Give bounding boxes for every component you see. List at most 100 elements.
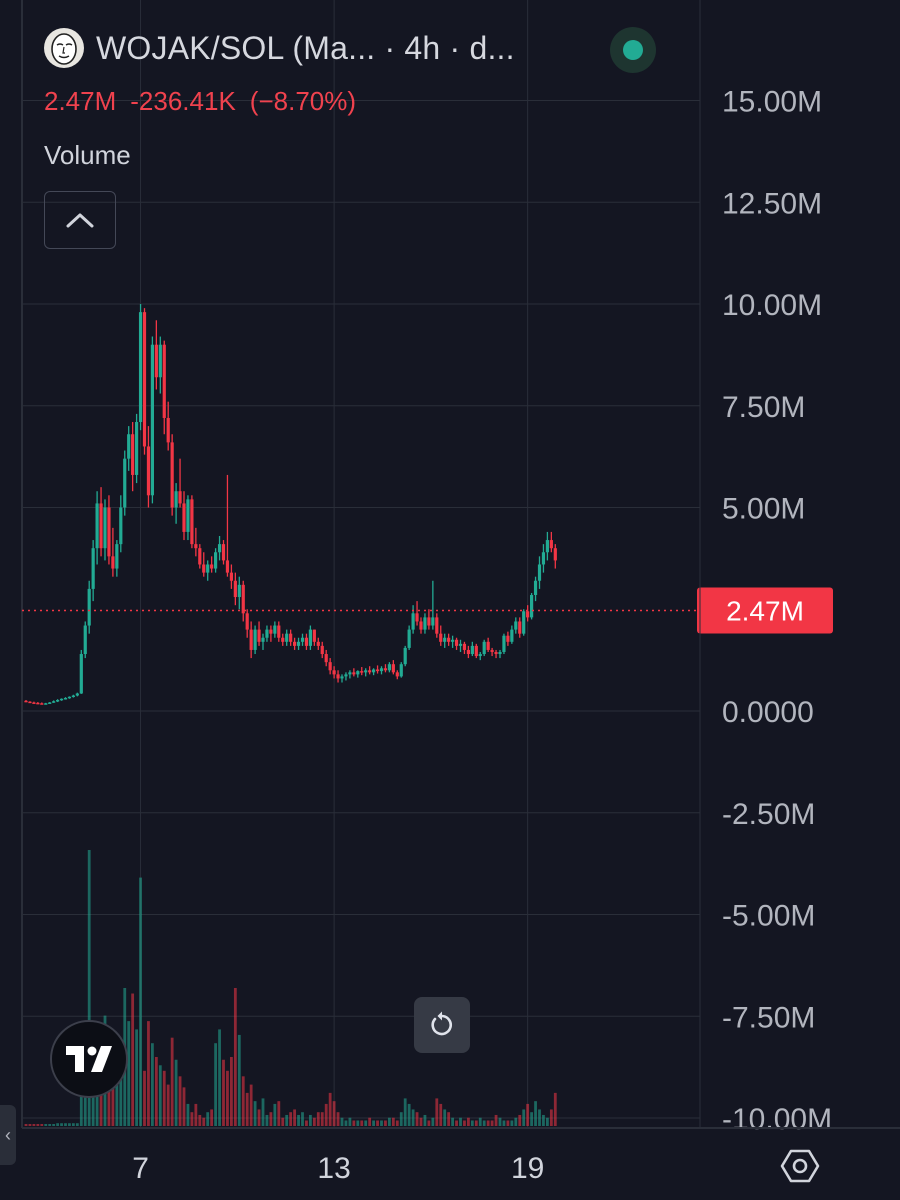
candle-body <box>383 668 388 671</box>
candle-body <box>415 613 419 622</box>
candle-body <box>324 654 328 663</box>
volume-legend: Volume <box>44 140 131 170</box>
volume-bar <box>482 1120 486 1126</box>
side-panel-toggle[interactable]: ‹ <box>0 1105 16 1165</box>
candle-body <box>387 664 391 671</box>
candle-body <box>502 635 506 652</box>
volume-bar <box>190 1112 194 1126</box>
chart-settings-button[interactable] <box>776 1142 824 1190</box>
chevron-up-icon <box>66 213 94 228</box>
volume-bar <box>75 1123 79 1126</box>
candle-body <box>28 701 32 704</box>
volume-bar <box>470 1120 474 1126</box>
volume-bar <box>44 1124 48 1126</box>
live-dot-icon <box>623 40 643 60</box>
volume-bar <box>542 1114 545 1126</box>
candle-body <box>245 613 249 630</box>
candle-body <box>514 621 518 630</box>
candle-body <box>59 698 64 701</box>
y-tick-label: 5.00M <box>722 493 805 526</box>
volume-bar <box>451 1117 454 1126</box>
candle-body <box>281 637 285 642</box>
volume-bar <box>312 1117 316 1126</box>
collapse-legend-button[interactable] <box>44 191 116 249</box>
volume-bar <box>147 1021 150 1126</box>
volume-bar <box>352 1120 356 1126</box>
volume-bar <box>332 1101 336 1126</box>
candle-body <box>435 617 439 634</box>
volume-bar <box>459 1117 462 1126</box>
volume-bar <box>135 1029 138 1126</box>
volume-bar <box>518 1114 522 1126</box>
volume-bar <box>439 1103 443 1126</box>
volume-bar <box>380 1120 383 1126</box>
candle-body <box>115 544 119 569</box>
volume-bar <box>158 1065 162 1126</box>
volume-bar <box>502 1120 506 1126</box>
candle-body <box>293 641 297 646</box>
volume-bar <box>427 1120 431 1126</box>
volume-bar <box>154 1057 158 1126</box>
market-status-indicator[interactable] <box>610 27 656 73</box>
candle-body <box>123 458 127 508</box>
candle-body <box>63 697 68 700</box>
candle-body <box>344 674 348 677</box>
y-tick-label: -5.00M <box>722 900 815 933</box>
candle-body <box>316 641 320 646</box>
volume-bar <box>534 1101 537 1126</box>
volume-bar <box>522 1109 526 1126</box>
candle-body <box>300 637 305 642</box>
candle-body <box>178 491 182 504</box>
volume-bar <box>72 1123 75 1126</box>
candle-body <box>312 629 316 642</box>
candle-body <box>320 645 324 655</box>
candle-body <box>79 654 83 694</box>
volume-bar <box>368 1117 372 1126</box>
volume-bar <box>498 1117 502 1126</box>
candle-body <box>210 564 214 569</box>
symbol-title[interactable]: WOJAK/SOL (Ma... · 4h · d... <box>96 29 515 66</box>
volume-bar <box>139 877 142 1126</box>
volume-bar <box>391 1117 395 1126</box>
volume-bar <box>403 1098 407 1126</box>
y-tick-label: 15.00M <box>722 86 822 119</box>
reset-arrow-icon <box>431 1011 452 1036</box>
reset-chart-button[interactable] <box>414 997 470 1053</box>
candle-body <box>530 595 534 618</box>
volume-bar <box>423 1114 427 1126</box>
candle-body <box>498 651 502 655</box>
symbol-header[interactable]: WOJAK/SOL (Ma... · 4h · d... <box>44 28 515 68</box>
candle-body <box>466 649 470 655</box>
candle-body <box>526 611 530 618</box>
volume-bar <box>151 1043 154 1126</box>
volume-bar <box>285 1114 289 1126</box>
time-axis[interactable]: 7 13 19 <box>132 1152 544 1185</box>
candle-body <box>336 674 340 679</box>
volume-bar <box>356 1120 360 1126</box>
candle-body <box>375 669 380 672</box>
candle-body <box>67 696 72 699</box>
y-tick-label: -10.00M <box>722 1103 832 1136</box>
volume-bar <box>463 1120 466 1126</box>
candle-body <box>146 446 151 496</box>
candle-body <box>352 672 356 675</box>
volume-bar <box>297 1114 300 1126</box>
volume-bar <box>182 1087 186 1126</box>
candle-body <box>91 548 95 589</box>
candle-body <box>368 670 372 673</box>
price-axis[interactable]: 15.00M 12.50M 10.00M 7.50M 5.00M 0.0000 -2.50M… <box>722 86 832 1137</box>
volume-bar <box>198 1114 202 1126</box>
volume-bar <box>107 1079 111 1126</box>
volume-bar <box>170 1037 174 1126</box>
candle-body <box>289 633 293 642</box>
x-tick-label: 13 <box>317 1152 350 1185</box>
volume-bar <box>257 1109 261 1126</box>
candle-body <box>150 344 154 496</box>
x-tick-label: 7 <box>132 1152 149 1185</box>
candle-body <box>111 556 115 569</box>
candle-body <box>447 637 451 642</box>
volume-bar <box>241 1076 245 1126</box>
candle-body <box>372 669 376 673</box>
volume-bar <box>210 1109 214 1126</box>
tradingview-logo-button[interactable] <box>50 1020 128 1098</box>
